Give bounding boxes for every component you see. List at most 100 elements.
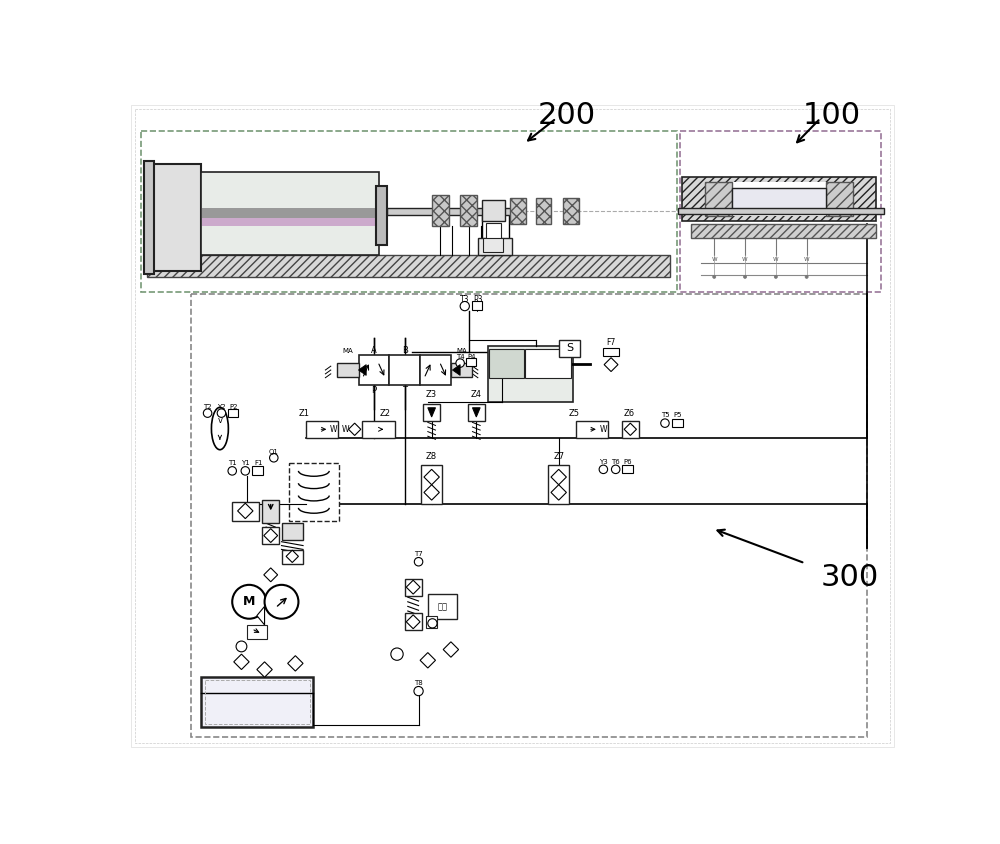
Text: P5: P5 xyxy=(673,413,682,419)
Bar xyxy=(247,625,267,639)
Text: MA: MA xyxy=(456,348,467,354)
Circle shape xyxy=(414,558,423,566)
Bar xyxy=(488,346,573,402)
Polygon shape xyxy=(264,528,278,543)
Text: P3: P3 xyxy=(473,295,483,305)
Circle shape xyxy=(217,408,226,418)
Bar xyxy=(405,579,422,596)
Bar xyxy=(483,238,503,252)
Text: Z7: Z7 xyxy=(553,452,564,461)
Bar xyxy=(536,197,551,224)
Text: W: W xyxy=(342,425,349,434)
Polygon shape xyxy=(551,469,566,484)
Text: w: w xyxy=(804,256,810,262)
Text: M: M xyxy=(243,595,255,609)
Text: w: w xyxy=(711,256,717,262)
Bar xyxy=(232,501,259,521)
Text: T8: T8 xyxy=(414,680,423,686)
Polygon shape xyxy=(238,503,253,518)
Text: T5: T5 xyxy=(661,413,669,419)
Circle shape xyxy=(203,408,212,418)
Bar xyxy=(428,594,457,619)
Circle shape xyxy=(270,453,278,462)
Bar xyxy=(672,419,683,427)
Text: 水冷: 水冷 xyxy=(437,602,447,611)
Polygon shape xyxy=(286,550,298,562)
Bar xyxy=(678,208,884,214)
Text: P6: P6 xyxy=(624,458,632,465)
Bar xyxy=(826,182,853,216)
Bar xyxy=(432,195,449,226)
Circle shape xyxy=(414,686,423,695)
Circle shape xyxy=(744,275,747,279)
Text: Y3: Y3 xyxy=(599,458,608,465)
Text: Z2: Z2 xyxy=(380,408,391,418)
Bar xyxy=(451,363,472,377)
Text: B: B xyxy=(402,346,408,355)
Bar xyxy=(563,197,579,224)
Bar xyxy=(149,165,201,271)
Circle shape xyxy=(241,467,250,475)
Bar xyxy=(603,348,619,356)
Text: Z1: Z1 xyxy=(299,408,310,418)
Circle shape xyxy=(236,641,247,652)
Polygon shape xyxy=(264,568,278,582)
Circle shape xyxy=(774,275,777,279)
Bar xyxy=(705,182,732,216)
Circle shape xyxy=(265,585,298,619)
Bar xyxy=(622,465,633,473)
Bar xyxy=(147,255,670,277)
Polygon shape xyxy=(288,656,303,671)
Bar xyxy=(202,208,378,219)
Bar xyxy=(421,466,442,504)
Text: MA: MA xyxy=(342,348,353,354)
Text: 200: 200 xyxy=(537,100,595,130)
Text: 300: 300 xyxy=(821,563,879,592)
Bar xyxy=(191,294,867,737)
Text: w: w xyxy=(773,256,779,262)
Bar xyxy=(282,550,303,564)
Text: W: W xyxy=(600,425,607,434)
Bar xyxy=(358,355,389,385)
Text: T6: T6 xyxy=(611,458,620,465)
Text: P4: P4 xyxy=(467,354,476,360)
Text: A: A xyxy=(371,346,377,355)
Polygon shape xyxy=(420,652,436,668)
Polygon shape xyxy=(452,365,460,376)
Text: T4: T4 xyxy=(456,354,464,360)
Circle shape xyxy=(228,467,236,475)
Text: T7: T7 xyxy=(414,551,423,557)
Bar xyxy=(468,404,485,421)
Text: Z3: Z3 xyxy=(426,390,437,399)
Bar xyxy=(489,349,524,378)
Bar xyxy=(423,404,440,421)
Bar xyxy=(201,677,313,728)
Bar xyxy=(622,421,639,438)
Polygon shape xyxy=(406,615,420,629)
Circle shape xyxy=(599,465,608,473)
Bar xyxy=(732,187,826,211)
Bar xyxy=(389,355,420,385)
Polygon shape xyxy=(406,580,420,594)
Bar xyxy=(420,355,451,385)
Bar xyxy=(289,463,339,521)
Bar xyxy=(466,359,476,366)
Bar xyxy=(141,131,677,292)
Bar xyxy=(144,161,154,273)
Bar xyxy=(201,172,379,255)
Bar xyxy=(252,466,263,474)
Bar xyxy=(682,176,876,221)
Bar xyxy=(376,186,387,245)
Circle shape xyxy=(805,275,808,279)
Polygon shape xyxy=(551,484,566,500)
Bar xyxy=(228,408,238,417)
Bar xyxy=(387,208,522,215)
Bar xyxy=(262,528,279,544)
Polygon shape xyxy=(358,365,366,376)
Circle shape xyxy=(611,465,620,473)
Bar xyxy=(548,466,569,504)
Polygon shape xyxy=(424,469,439,484)
Text: Z8: Z8 xyxy=(426,452,437,461)
Text: Z5: Z5 xyxy=(569,408,580,418)
Polygon shape xyxy=(234,654,249,669)
